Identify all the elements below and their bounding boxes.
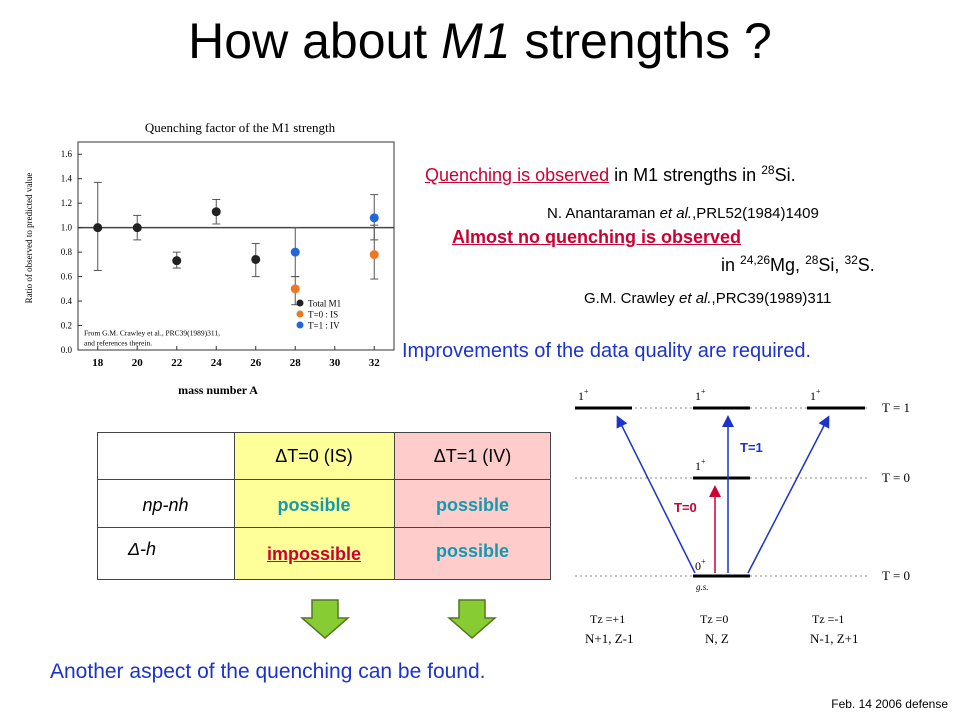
y-tick-label: 0.4 xyxy=(61,296,73,306)
label-t0-gs: T = 0 xyxy=(882,568,910,583)
chart-note: and references therein. xyxy=(84,338,152,347)
transition-table: ΔT=0 (IS) ΔT=1 (IV) np-nh Δ-h possible p… xyxy=(97,432,551,580)
legend-label: Total M1 xyxy=(308,299,341,309)
y-tick-label: 1.6 xyxy=(61,149,73,159)
legend-label: T=0 : IS xyxy=(308,310,338,320)
arrow-to-right xyxy=(747,415,830,574)
x-tick-label: 26 xyxy=(250,357,262,369)
citation-anantaraman: N. Anantaraman et al.,PRL52(1984)1409 xyxy=(547,205,819,222)
y-tick-label: 0.6 xyxy=(61,272,73,282)
quenching-observed-text: Quenching is observed in M1 strengths in… xyxy=(425,163,796,185)
is-column-bg xyxy=(234,432,394,580)
down-arrow-icon xyxy=(447,599,497,639)
x-tick-label: 18 xyxy=(92,357,104,369)
cell-dh-is: impossible xyxy=(266,544,362,564)
data-point xyxy=(290,247,300,257)
x-tick-label: 20 xyxy=(132,357,144,369)
label-arrow-t0: T=0 xyxy=(674,500,697,515)
chart-ylabel: Ratio of observed to predicted value xyxy=(24,173,34,304)
col1-nz: N+1, Z-1 xyxy=(585,631,634,646)
header-is: ΔT=0 (IS) xyxy=(275,446,353,466)
x-tick-label: 22 xyxy=(171,357,183,369)
x-tick-label: 30 xyxy=(329,357,341,369)
iv-column-bg xyxy=(394,432,551,580)
x-tick-label: 24 xyxy=(211,357,223,369)
level-scheme-svg: 1+ 1+ 1+ 1+ 0+ g.s. T = 1 T = 0 T = 0 T=… xyxy=(575,387,910,646)
citation-crawley: G.M. Crawley et al.,PRC39(1989)311 xyxy=(584,290,832,307)
y-tick-label: 1.4 xyxy=(61,174,73,184)
data-point xyxy=(172,256,182,266)
col2-nz: N, Z xyxy=(705,631,729,646)
plot-frame xyxy=(77,141,395,351)
cell-np-iv: possible xyxy=(435,495,510,515)
label-t1: T = 1 xyxy=(882,400,910,415)
header-iv: ΔT=1 (IV) xyxy=(433,446,512,466)
improvement-text: Improvements of the data quality are req… xyxy=(402,340,812,362)
row-label-np-nh: np-nh xyxy=(142,495,189,515)
table-outer-border xyxy=(97,432,551,580)
legend-marker xyxy=(296,321,304,329)
cell-dh-iv: possible xyxy=(435,541,510,561)
page-title: How about M1 strengths ? xyxy=(188,13,772,69)
data-point xyxy=(290,284,300,294)
level-scheme-diagram: 1+ 1+ 1+ 1+ 0+ g.s. T = 1 T = 0 T = 0 T=… xyxy=(560,378,950,678)
quenching-chart: Quenching factor of the M1 strength Rati… xyxy=(0,100,400,400)
data-point xyxy=(369,250,379,260)
chart-xlabel: mass number A xyxy=(178,383,258,397)
row-label-delta-h: Δ-h xyxy=(127,539,157,559)
x-tick-label: 28 xyxy=(290,357,302,369)
label-1plus-right: 1+ xyxy=(810,387,821,403)
legend-marker xyxy=(296,299,304,307)
label-gs: g.s. xyxy=(696,582,709,592)
data-point xyxy=(251,254,261,264)
cell-np-is: possible xyxy=(277,495,351,515)
footer-date: Feb. 14 2006 defense xyxy=(831,697,948,711)
col1-tz: Tz =+1 xyxy=(590,612,625,626)
label-1plus-t0: 1+ xyxy=(695,457,706,473)
y-tick-label: 0.0 xyxy=(61,345,73,355)
no-quenching-heading: Almost no quenching is observed xyxy=(452,227,742,247)
y-tick-label: 0.8 xyxy=(61,247,73,257)
data-point xyxy=(93,223,103,233)
label-1plus-left: 1+ xyxy=(578,387,589,403)
row-divider-2 xyxy=(97,527,551,528)
down-arrow-icon xyxy=(300,599,350,639)
col3-tz: Tz =-1 xyxy=(812,612,844,626)
y-tick-label: 0.2 xyxy=(61,321,72,331)
data-point xyxy=(211,207,221,217)
y-tick-label: 1.0 xyxy=(61,223,73,233)
chart-title: Quenching factor of the M1 strength xyxy=(145,120,336,135)
label-0plus: 0+ xyxy=(695,557,706,573)
label-t0: T = 0 xyxy=(882,470,910,485)
x-tick-label: 32 xyxy=(369,357,381,369)
y-tick-label: 1.2 xyxy=(61,198,72,208)
col2-tz: Tz =0 xyxy=(700,612,728,626)
col3-nz: N-1, Z+1 xyxy=(810,631,859,646)
legend-marker xyxy=(296,310,304,318)
chart-svg: Quenching factor of the M1 strength Rati… xyxy=(24,120,395,397)
data-point xyxy=(369,213,379,223)
row-divider-1 xyxy=(97,479,551,480)
quenching-observed-link: Quenching is observed xyxy=(425,165,610,185)
data-point xyxy=(132,223,142,233)
label-arrow-t1: T=1 xyxy=(740,440,763,455)
chart-note: From G.M. Crawley et al., PRC39(1989)311… xyxy=(84,328,220,337)
legend-label: T=1 : IV xyxy=(308,321,340,331)
arrow-to-left xyxy=(616,415,696,574)
label-1plus-center: 1+ xyxy=(695,387,706,403)
conclusion-text: Another aspect of the quenching can be f… xyxy=(50,660,486,683)
no-quenching-isotopes: in 24,26Mg, 28Si, 32S. xyxy=(721,253,875,275)
